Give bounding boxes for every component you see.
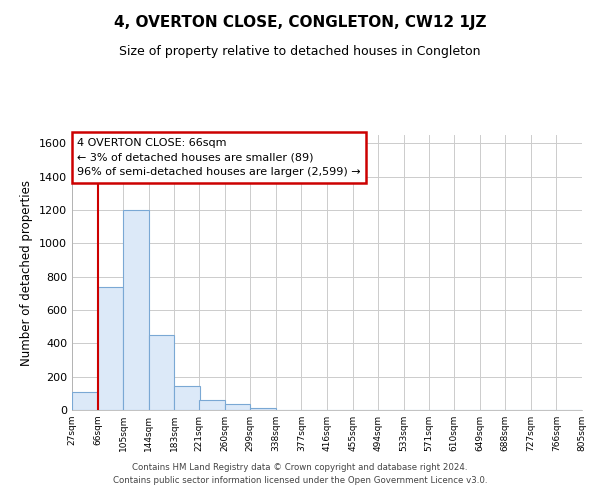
Bar xyxy=(225,404,250,410)
Bar xyxy=(174,386,200,410)
Bar xyxy=(250,408,276,410)
Bar xyxy=(149,335,174,410)
Text: Size of property relative to detached houses in Congleton: Size of property relative to detached ho… xyxy=(119,45,481,58)
Bar xyxy=(72,392,98,410)
Bar xyxy=(199,400,225,410)
Text: 4 OVERTON CLOSE: 66sqm
← 3% of detached houses are smaller (89)
96% of semi-deta: 4 OVERTON CLOSE: 66sqm ← 3% of detached … xyxy=(77,138,361,177)
Text: 4, OVERTON CLOSE, CONGLETON, CW12 1JZ: 4, OVERTON CLOSE, CONGLETON, CW12 1JZ xyxy=(114,15,486,30)
Text: Contains HM Land Registry data © Crown copyright and database right 2024.
Contai: Contains HM Land Registry data © Crown c… xyxy=(113,464,487,485)
Bar xyxy=(98,286,123,410)
Bar xyxy=(123,210,149,410)
Y-axis label: Number of detached properties: Number of detached properties xyxy=(20,180,34,366)
